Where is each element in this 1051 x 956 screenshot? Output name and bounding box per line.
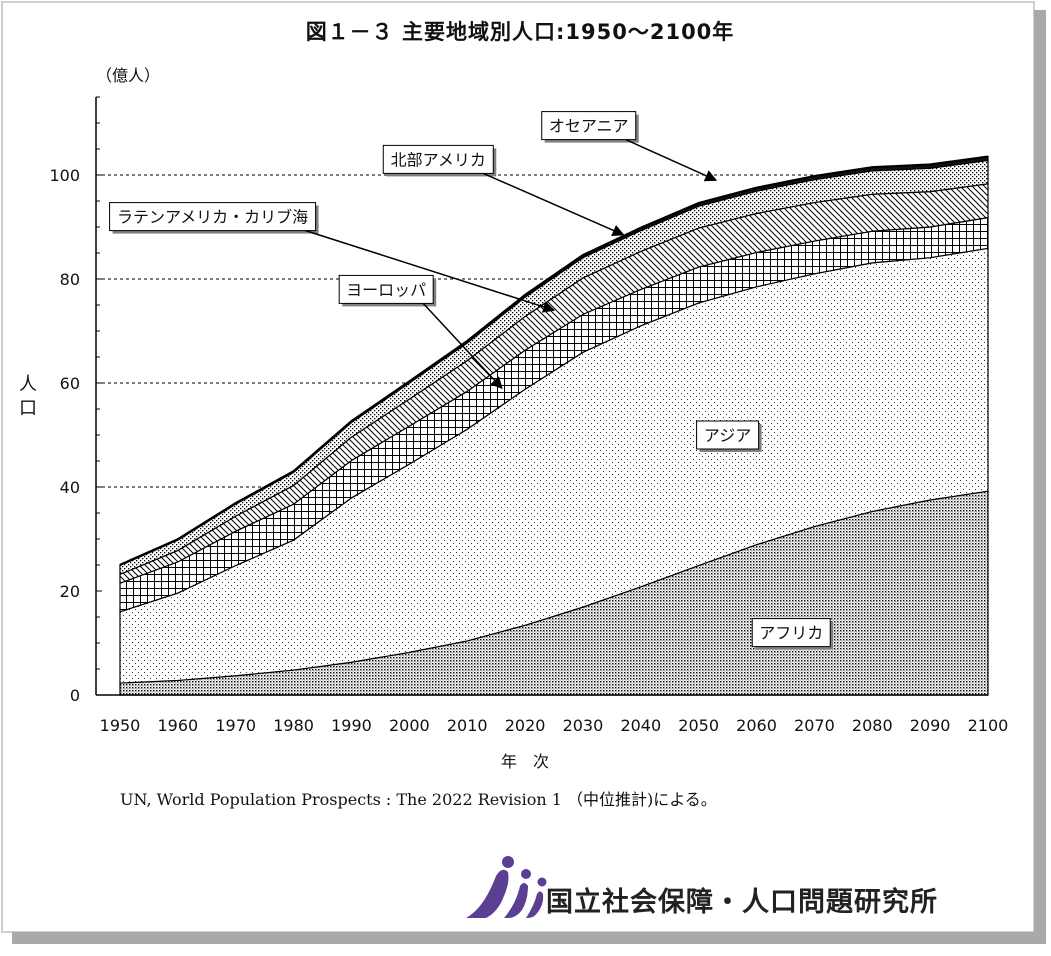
chart-title: 図１－３ 主要地域別人口:1950～2100年 — [305, 20, 735, 44]
series-label-2-label: アジア — [704, 426, 751, 445]
y-tick-label: 20 — [60, 582, 80, 601]
callout-arrow-5 — [482, 172, 625, 236]
callout-arrow-6 — [625, 138, 718, 182]
callout-3-label: ヨーロッパ — [346, 280, 426, 299]
callout-3-box — [338, 274, 434, 304]
x-tick-label: 2000 — [389, 716, 430, 735]
y-tick-label: 40 — [60, 478, 80, 497]
callout-5-box — [382, 144, 494, 174]
series-label-1-label: アフリカ — [759, 624, 823, 643]
x-tick-label: 2080 — [852, 716, 893, 735]
y-axis-unit: （億人） — [96, 66, 160, 85]
callout-arrow-4 — [305, 229, 556, 313]
institute-logo — [466, 856, 547, 918]
y-tick-label: 100 — [49, 166, 80, 185]
series-label-1-box — [751, 618, 831, 648]
x-tick-label: 2050 — [678, 716, 719, 735]
institute-name: 国立社会保障・人口問題研究所 — [546, 887, 938, 918]
y-axis-title-char: 口 — [19, 398, 37, 419]
callout-4-box — [109, 202, 317, 232]
callout-6-label: オセアニア — [549, 117, 629, 136]
series-labels: アフリカ アジア ヨーロッパ ラテンアメリカ・カリブ海 北部アメリカ オセアニア — [109, 111, 834, 650]
x-tick-label: 2020 — [505, 716, 546, 735]
x-tick-label: 2010 — [447, 716, 488, 735]
x-tick-label: 1980 — [273, 716, 314, 735]
x-tick-label: 2040 — [620, 716, 661, 735]
stacked-areas — [119, 155, 989, 696]
y-tick-label: 60 — [60, 374, 80, 393]
x-axis-title: 年 次 — [501, 752, 549, 771]
x-tick-label: 1950 — [100, 716, 141, 735]
x-tick-label: 2100 — [968, 716, 1009, 735]
x-tick-label: 1990 — [331, 716, 372, 735]
x-tick-label: 2070 — [794, 716, 835, 735]
callout-6-box — [541, 111, 637, 141]
series-label-2-box — [696, 420, 760, 450]
y-tick-label: 0 — [70, 686, 80, 705]
y-axis-title-char: 人 — [19, 374, 37, 395]
y-tick-label: 80 — [60, 270, 80, 289]
x-tick-label: 1970 — [215, 716, 256, 735]
callout-arrow-3 — [422, 302, 503, 390]
callout-4-label: ラテンアメリカ・カリブ海 — [117, 208, 308, 227]
x-tick-label: 1960 — [158, 716, 199, 735]
callout-5-label: 北部アメリカ — [391, 150, 486, 169]
total-outline — [119, 155, 989, 566]
x-tick-label: 2090 — [910, 716, 951, 735]
x-tick-label: 2060 — [736, 716, 777, 735]
x-tick-label: 2030 — [563, 716, 604, 735]
source-note: UN, World Population Prospects : The 202… — [120, 790, 717, 809]
